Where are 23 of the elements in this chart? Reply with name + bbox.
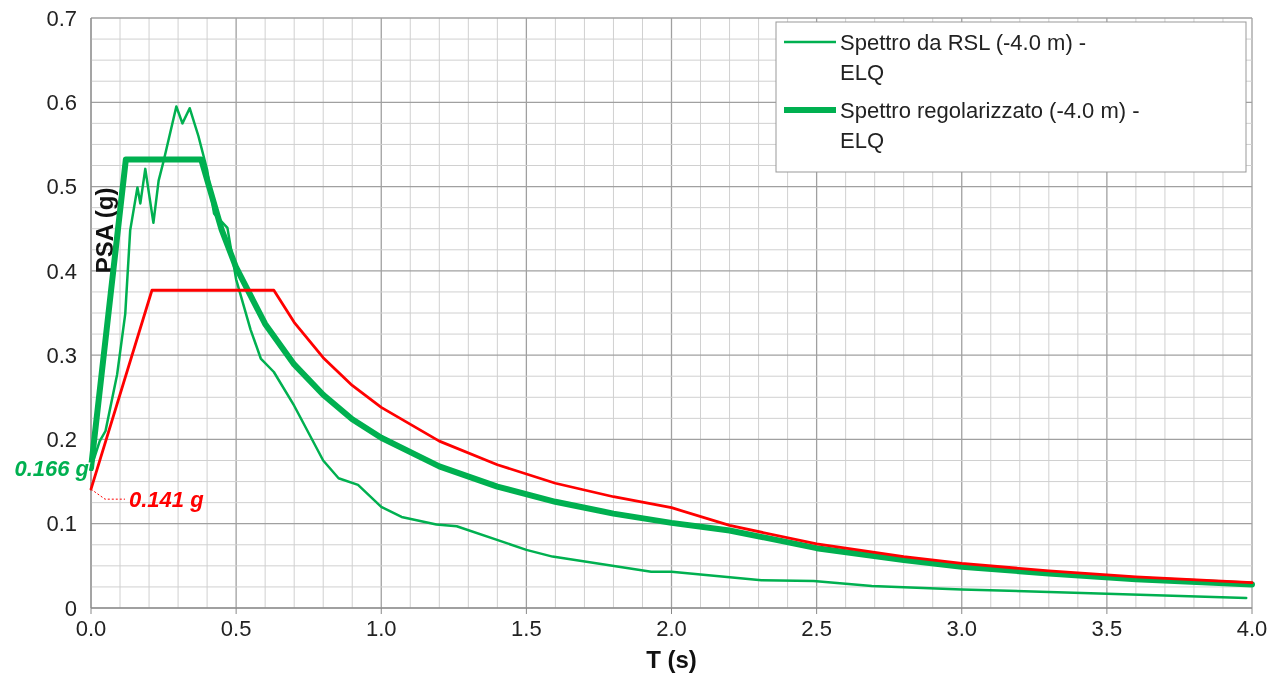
y-tick-label: 0.5	[46, 174, 77, 200]
x-tick-label: 1.5	[511, 616, 542, 641]
annotation: 0.141 g	[129, 486, 205, 512]
y-tick-label: 0.6	[46, 89, 77, 115]
y-tick-label: 0.7	[46, 5, 77, 31]
x-tick-label: 3.0	[946, 616, 978, 641]
x-tick-label: 1.0	[365, 616, 397, 641]
legend-label: Spettro da RSL (-4.0 m) - ELQ	[840, 29, 1087, 85]
x-tick-label: 0.5	[220, 616, 252, 641]
x-tick-label: 2.5	[801, 616, 832, 641]
x-tick-label: 3.5	[1091, 616, 1123, 641]
y-tick-label: 0	[64, 595, 77, 621]
y-tick-label: 0.3	[46, 342, 77, 368]
legend-label: Spettro regolarizzato (-4.0 m) - ELQ	[840, 97, 1140, 153]
y-tick-label: 0.1	[46, 511, 77, 537]
y-axis-title: PSA (g)	[91, 187, 118, 274]
x-tick-label: 0.0	[75, 616, 107, 641]
y-tick-label: 0.4	[46, 258, 77, 284]
x-tick-label: 4.0	[1236, 616, 1268, 641]
x-axis-title: T (s)	[646, 646, 697, 673]
x-tick-label: 2.0	[656, 616, 687, 641]
y-tick-label: 0.2	[46, 427, 77, 453]
annotation: 0.166 g	[14, 455, 90, 481]
